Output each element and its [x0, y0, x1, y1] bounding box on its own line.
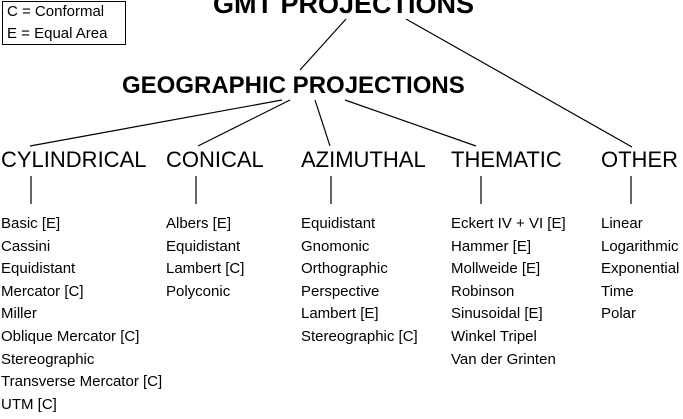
- legend-equal-area: E = Equal Area: [7, 25, 108, 42]
- list-item: Cassini: [1, 237, 51, 255]
- category-conical: CONICAL: [166, 147, 264, 172]
- list-item: Eckert IV + VI [E]: [451, 215, 566, 232]
- list-item: Stereographic: [1, 350, 95, 368]
- list-item: Polyconic: [166, 282, 231, 300]
- list-item: Mercator [C]: [1, 282, 84, 300]
- list-item: Oblique Mercator [C]: [1, 327, 140, 345]
- list-other: Linear Logarithmic Exponential Time Pola…: [601, 213, 679, 326]
- connector-title-to-geographic: [299, 18, 347, 71]
- subtitle: GEOGRAPHIC PROJECTIONS: [122, 72, 465, 99]
- list-item: Mollweide [E]: [451, 260, 541, 278]
- list-item: Lambert [E]: [301, 305, 379, 323]
- list-item: Stereographic [C]: [301, 327, 418, 345]
- connector-title-to-other: [405, 18, 633, 148]
- list-item: Miller: [1, 305, 37, 323]
- connector-geographic-to-thematic: [344, 99, 477, 147]
- list-conical: Albers [E] Equidistant Lambert [C] Polyc…: [166, 213, 244, 303]
- list-item: Time: [601, 282, 634, 300]
- list-azimuthal: Equidistant Gnomonic Orthographic Perspe…: [301, 213, 418, 349]
- list-item: Robinson: [451, 282, 515, 300]
- list-item: Exponential: [601, 260, 680, 278]
- category-thematic: THEMATIC: [451, 147, 562, 172]
- list-item: Gnomonic: [301, 237, 370, 255]
- category-cylindrical: CYLINDRICAL: [1, 147, 147, 172]
- list-item: Linear: [601, 215, 643, 232]
- list-item: Hammer [E]: [451, 237, 532, 255]
- category-azimuthal: AZIMUTHAL: [301, 147, 426, 172]
- legend-conformal: C = Conformal: [7, 3, 105, 20]
- list-thematic: Eckert IV + VI [E] Hammer [E] Mollweide …: [451, 213, 566, 371]
- list-item: Transverse Mercator [C]: [1, 373, 163, 391]
- list-item: Logarithmic: [601, 237, 679, 255]
- list-item: Polar: [601, 305, 637, 323]
- list-item: Equidistant: [166, 237, 241, 255]
- list-item: Van der Grinten: [451, 350, 556, 368]
- legend-box: [2, 1, 126, 45]
- connector-geographic-to-cylindrical: [29, 99, 283, 147]
- list-item: Sinusoidal [E]: [451, 305, 543, 323]
- category-other: OTHER: [601, 147, 678, 172]
- list-item: Orthographic: [301, 260, 388, 278]
- connector-geographic-to-azimuthal: [314, 99, 331, 147]
- list-item: Basic [E]: [1, 215, 61, 232]
- list-cylindrical: Basic [E] Cassini Equidistant Mercator […: [1, 213, 162, 416]
- list-item: Lambert [C]: [166, 260, 245, 278]
- list-item: Perspective: [301, 282, 380, 300]
- connector-geographic-to-conical: [197, 99, 291, 147]
- list-item: Equidistant: [301, 215, 376, 232]
- main-title: GMT PROJECTIONS: [213, 0, 475, 19]
- list-item: Winkel Tripel: [451, 327, 537, 345]
- list-item: UTM [C]: [1, 395, 57, 413]
- list-item: Equidistant: [1, 260, 76, 278]
- list-item: Albers [E]: [166, 215, 232, 232]
